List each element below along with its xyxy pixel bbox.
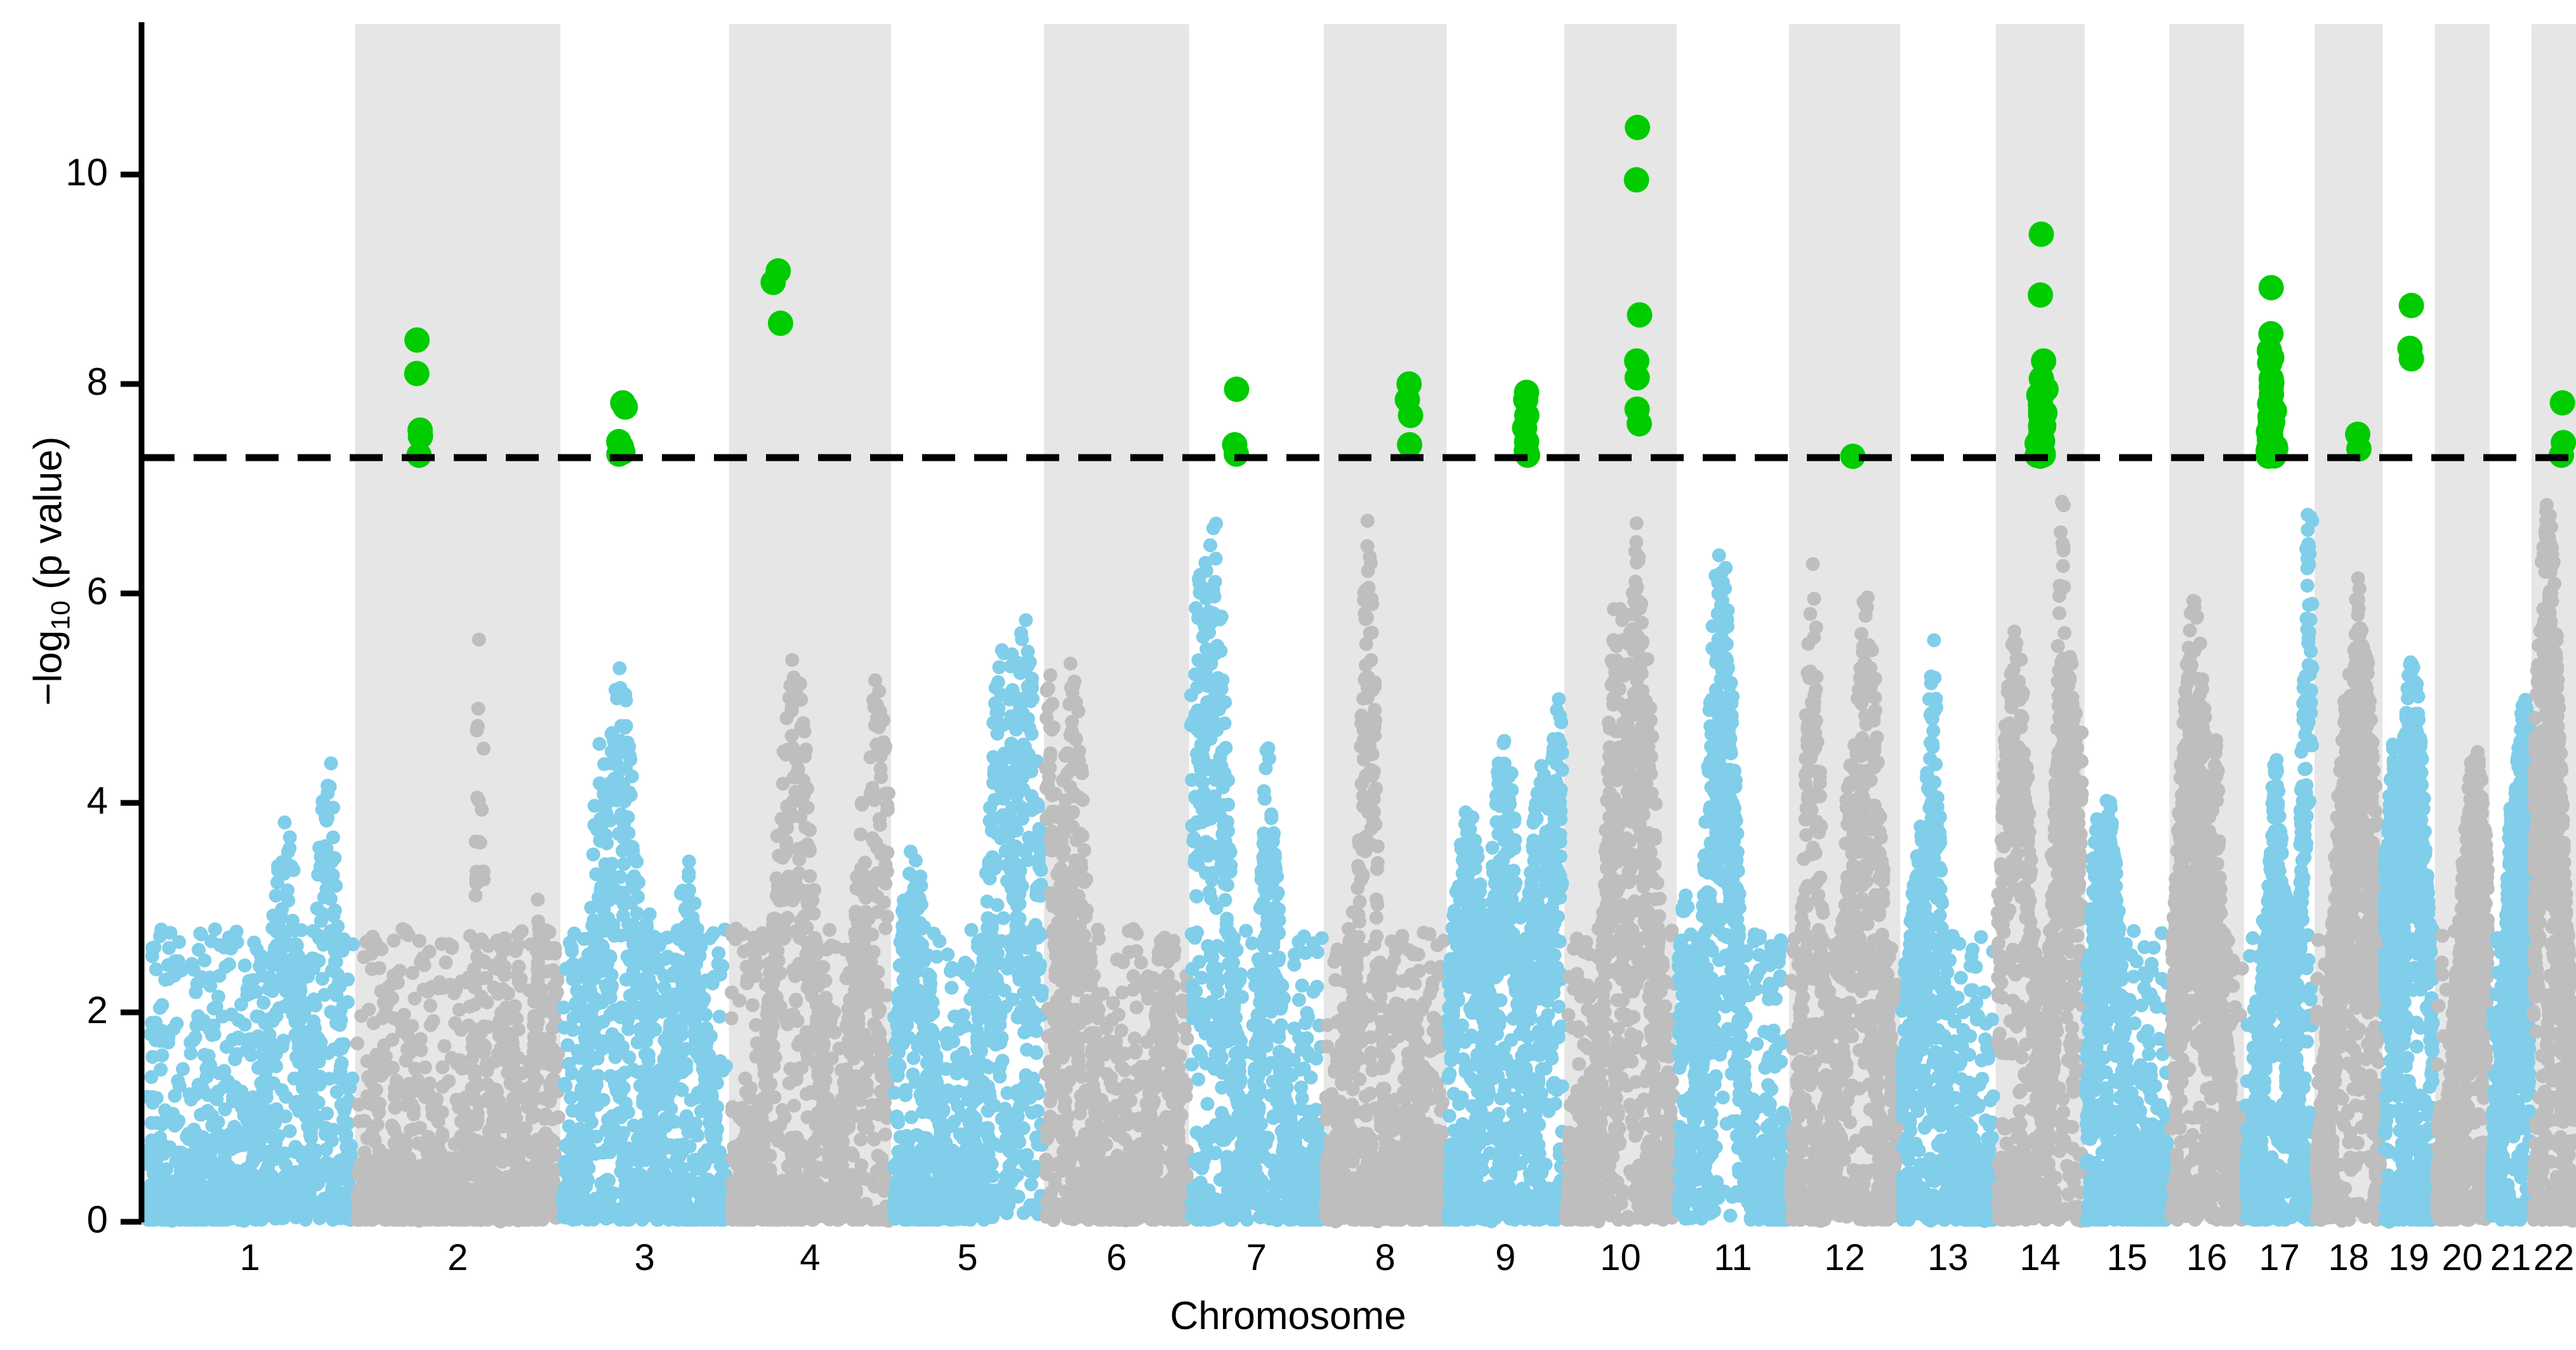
x-tick-label-chr7: 7 [1246,1236,1267,1279]
significant-snp-chr10 [1627,411,1652,437]
y-tick-label-8: 8 [32,360,108,404]
x-tick-label-chr2: 2 [447,1236,468,1279]
x-tick-label-chr11: 11 [1714,1236,1752,1279]
y-axis-label-prefix: −log [26,630,70,706]
x-tick-label-chr9: 9 [1495,1236,1516,1279]
x-tick-label-chr20: 20 [2442,1236,2483,1279]
x-tick-label-chr6: 6 [1106,1236,1126,1279]
y-tick-label-4: 4 [32,779,108,823]
significant-snp-chr22 [2550,390,2575,416]
significant-snp-chr19 [2399,293,2424,318]
significant-snp-chr10 [1627,302,1653,328]
significant-snp-chr10 [1624,167,1649,192]
x-tick-label-chr8: 8 [1375,1236,1395,1279]
x-tick-label-chr13: 13 [1927,1236,1969,1279]
plot-canvas [0,0,2576,1350]
x-tick-label-chr4: 4 [800,1236,820,1279]
x-tick-label-chr1: 1 [240,1236,260,1279]
x-tick-label-chr17: 17 [2259,1236,2300,1279]
significant-snp-chr3 [612,394,638,420]
x-tick-label-chr21: 21 [2490,1236,2532,1279]
significant-snp-chr17 [2259,275,2284,300]
significant-snp-chr10 [1625,115,1650,140]
significant-snp-chr2 [404,361,430,387]
x-tick-label-chr12: 12 [1824,1236,1865,1279]
significant-snp-chr4 [760,270,786,295]
significant-snp-chr4 [768,310,793,336]
y-tick-label-6: 6 [32,569,108,613]
significant-snp-chr8 [1397,432,1422,458]
x-tick-label-chr14: 14 [2019,1236,2061,1279]
x-axis-label: Chromosome [0,1294,2576,1339]
x-tick-label-chr19: 19 [2388,1236,2429,1279]
significant-snp-chr19 [2399,346,2424,371]
significant-snp-chr14 [2029,222,2054,247]
manhattan-plot-figure: −log10 (p value) Chromosome 0 2 4 6 8 10 1234… [0,0,2576,1350]
significant-snp-chr7 [1224,376,1250,402]
y-tick-label-2: 2 [32,988,108,1032]
significant-snp-chr10 [1625,365,1650,390]
x-tick-label-chr22: 22 [2533,1236,2575,1279]
x-tick-label-chr3: 3 [635,1236,655,1279]
y-tick-label-0: 0 [32,1198,108,1241]
x-tick-label-chr10: 10 [1600,1236,1641,1279]
x-tick-label-chr15: 15 [2106,1236,2148,1279]
significant-snp-chr2 [404,328,430,353]
x-tick-label-chr18: 18 [2328,1236,2369,1279]
y-axis-tick-marks [121,175,142,1222]
significant-snp-chr8 [1398,403,1423,428]
x-tick-label-chr16: 16 [2186,1236,2228,1279]
x-tick-label-chr5: 5 [957,1236,977,1279]
y-tick-label-10: 10 [32,150,108,194]
